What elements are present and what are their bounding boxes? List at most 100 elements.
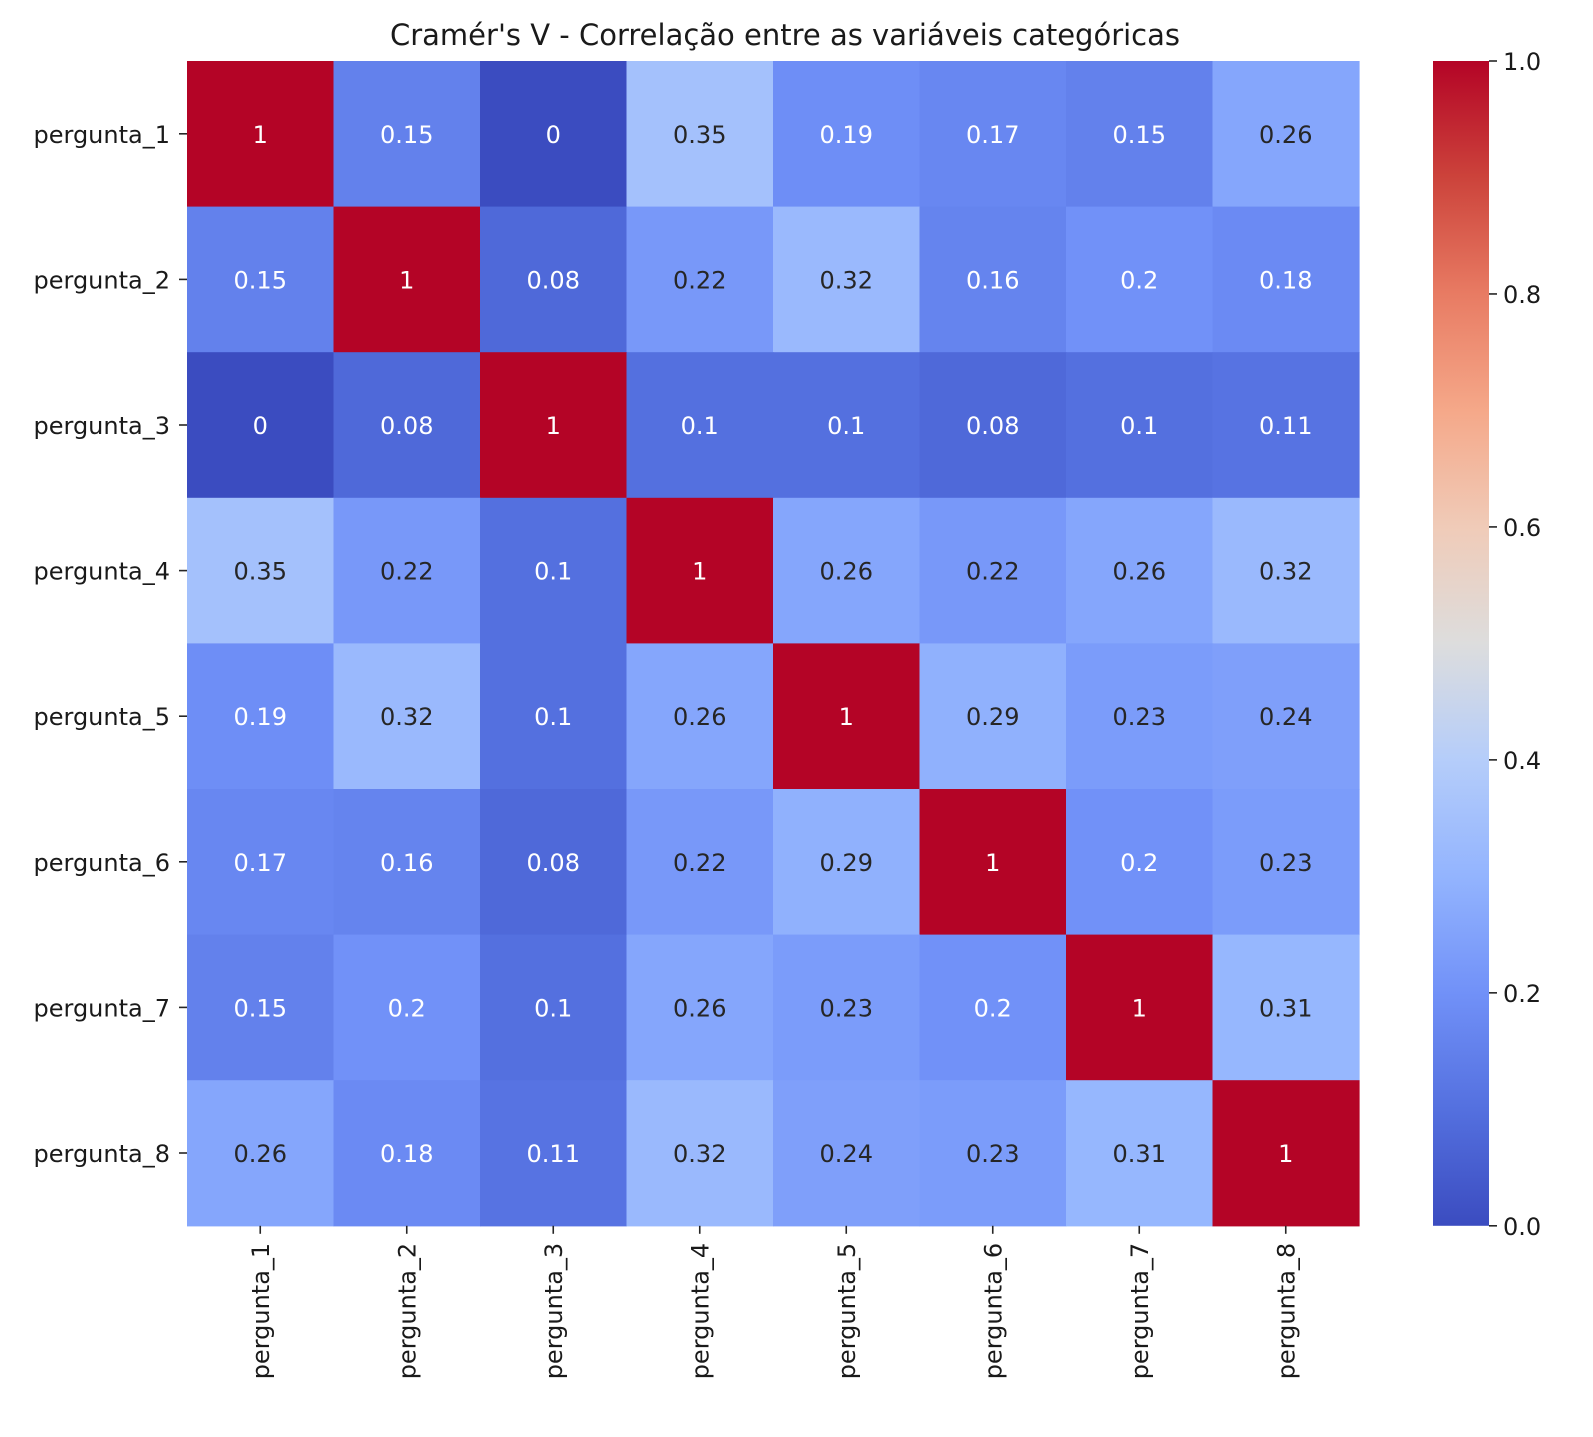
cell-annotation: 0.26 (820, 558, 873, 586)
chart-title: Cramér's V - Correlação entre as variáve… (390, 18, 1180, 52)
heatmap-cell (626, 352, 774, 499)
heatmap-cell (773, 206, 921, 353)
cell-annotation: 0.08 (527, 266, 580, 294)
cell-annotation: 0.32 (673, 1140, 726, 1168)
heatmap-cell (187, 206, 335, 353)
cell-annotation: 0.11 (1259, 412, 1312, 440)
cell-annotation: 0.1 (534, 558, 572, 586)
heatmap-cell (919, 1080, 1067, 1227)
heatmap-cell (626, 934, 774, 1081)
heatmap-cell (333, 206, 481, 353)
heatmap-cell (773, 789, 921, 936)
heatmap-cell (1212, 643, 1360, 790)
cell-annotation: 0.17 (966, 121, 1019, 149)
y-tick-label: pergunta_8 (34, 1140, 171, 1168)
heatmap-cell (333, 1080, 481, 1227)
heatmap-cell (919, 352, 1067, 499)
colorbar-tick-label: 1.0 (1503, 48, 1541, 76)
colorbar: 0.0 0.2 0.4 0.6 0.8 1.0 (1433, 48, 1541, 1241)
cell-annotation: 0.32 (1259, 558, 1312, 586)
cell-annotation: 0.23 (966, 1140, 1019, 1168)
heatmap-cell (333, 497, 481, 644)
cell-annotation: 0.2 (1120, 266, 1158, 294)
cell-annotation: 0.35 (234, 558, 287, 586)
x-tick-label: pergunta_1 (247, 1243, 275, 1380)
cell-annotation: 0.08 (527, 849, 580, 877)
cell-annotation: 0.08 (380, 412, 433, 440)
cell-annotation: 0.26 (1113, 558, 1166, 586)
heatmap-cell (333, 352, 481, 499)
cell-annotation: 0.11 (527, 1140, 580, 1168)
heatmap-cell (1066, 934, 1214, 1081)
heatmap-cell (773, 352, 921, 499)
cell-annotation: 0.31 (1259, 994, 1312, 1022)
cell-annotation: 0.22 (673, 266, 726, 294)
heatmap-cell (919, 789, 1067, 936)
cell-annotation: 0.19 (820, 121, 873, 149)
heatmap-cell (626, 61, 774, 208)
cell-annotation: 0.15 (380, 121, 433, 149)
y-tick-label: pergunta_2 (34, 266, 171, 294)
colorbar-tick-label: 0.0 (1503, 1213, 1541, 1241)
heatmap-cell (1212, 789, 1360, 936)
heatmap-cell (919, 206, 1067, 353)
heatmap-cell (480, 206, 628, 353)
x-tick-label: pergunta_6 (980, 1243, 1008, 1380)
heatmap-cell (1212, 206, 1360, 353)
heatmap-cell (480, 497, 628, 644)
heatmap-cell (480, 789, 628, 936)
heatmap-cell (480, 61, 628, 208)
heatmap-cell (187, 643, 335, 790)
cell-annotation: 0.17 (234, 849, 287, 877)
heatmap-cell (919, 643, 1067, 790)
y-tick-label: pergunta_3 (34, 412, 171, 440)
heatmap-cell (480, 643, 628, 790)
cell-annotation: 1 (253, 121, 268, 149)
heatmap-cell (333, 643, 481, 790)
y-tick-label: pergunta_7 (34, 994, 171, 1022)
cell-annotation: 0.18 (1259, 266, 1312, 294)
heatmap-cell (1212, 352, 1360, 499)
colorbar-tick-label: 0.8 (1503, 281, 1541, 309)
heatmap-cell (626, 497, 774, 644)
heatmap-cell (1066, 352, 1214, 499)
heatmap-cell (480, 352, 628, 499)
cell-annotation: 0.1 (827, 412, 865, 440)
x-axis: pergunta_1 pergunta_2 pergunta_3 pergunta_4… (247, 1225, 1301, 1380)
cell-annotation: 0.29 (820, 849, 873, 877)
heatmap-cell (1212, 934, 1360, 1081)
heatmap-cell (187, 497, 335, 644)
cell-annotation: 1 (985, 849, 1000, 877)
heatmap-cell (919, 497, 1067, 644)
heatmap-cell (919, 934, 1067, 1081)
cell-annotation: 0.22 (673, 849, 726, 877)
cell-annotation: 0.15 (1113, 121, 1166, 149)
cell-annotation: 0.31 (1113, 1140, 1166, 1168)
cell-annotation: 0.23 (820, 994, 873, 1022)
x-tick-label: pergunta_8 (1273, 1243, 1301, 1380)
heatmap-cell (187, 934, 335, 1081)
cell-annotation: 0.1 (534, 994, 572, 1022)
cell-annotation: 0.2 (1120, 849, 1158, 877)
cell-annotation: 0.19 (234, 703, 287, 731)
heatmap-cell (333, 789, 481, 936)
cell-annotation: 1 (692, 558, 707, 586)
heatmap-cell (333, 61, 481, 208)
cell-annotation: 1 (1278, 1140, 1293, 1168)
heatmap-cell (480, 1080, 628, 1227)
heatmap-cell (1066, 497, 1214, 644)
cell-annotation: 1 (546, 412, 561, 440)
colorbar-tick-label: 0.4 (1503, 747, 1541, 775)
cell-annotation: 0.16 (380, 849, 433, 877)
x-tick-label: pergunta_7 (1126, 1243, 1154, 1380)
heatmap-cell (1066, 61, 1214, 208)
cell-annotation: 0.26 (1259, 121, 1312, 149)
cell-annotation: 0.2 (388, 994, 426, 1022)
heatmap-cell (626, 1080, 774, 1227)
cell-annotation: 0.15 (234, 994, 287, 1022)
colorbar-tick-label: 0.2 (1503, 980, 1541, 1008)
heatmap-cell (919, 61, 1067, 208)
cell-annotation: 0.22 (380, 558, 433, 586)
heatmap-cell (1066, 1080, 1214, 1227)
